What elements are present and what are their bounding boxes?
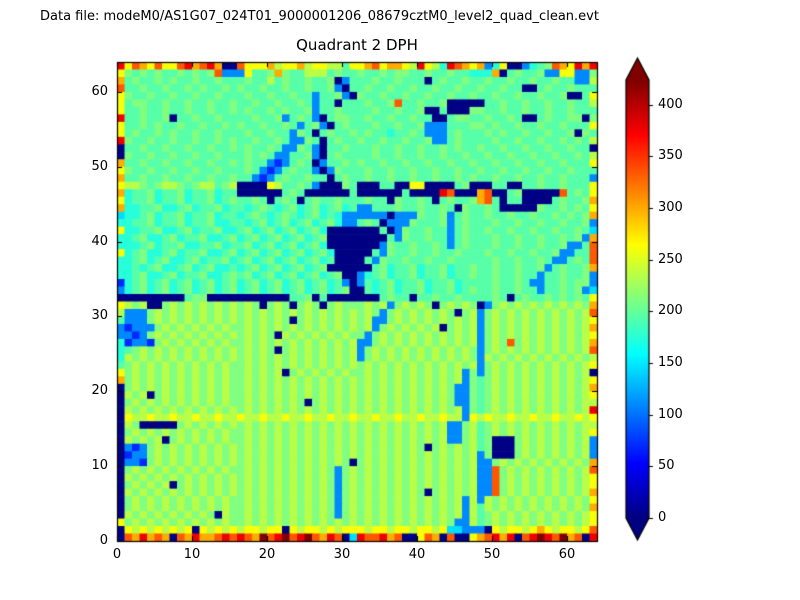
x-tick-label: 60 (558, 547, 576, 562)
colorbar-tick-label: 0 (658, 510, 667, 525)
colorbar-tick-label: 300 (658, 200, 683, 216)
y-tick-label: 50 (91, 158, 108, 174)
y-tick-label: 20 (91, 383, 108, 399)
colorbar-tick-label: 50 (658, 458, 675, 474)
colorbar-tick-label: 200 (658, 303, 683, 319)
y-tick-label: 60 (91, 83, 108, 99)
y-tick-label: 0 (99, 533, 108, 548)
data-file-label: Data file: modeM0/AS1G07_024T01_90000012… (40, 9, 599, 24)
x-tick-label: 30 (333, 547, 351, 562)
y-tick-label: 40 (91, 233, 108, 249)
x-tick-label: 20 (258, 547, 276, 562)
colorbar-tick-label: 100 (658, 406, 683, 422)
y-tick-label: 10 (91, 458, 108, 474)
colorbar-tick-label: 150 (658, 355, 683, 371)
x-tick-label: 40 (408, 547, 426, 562)
colorbar-tick-label: 250 (658, 251, 683, 267)
plot-title: Quadrant 2 DPH (296, 36, 418, 54)
x-tick-label: 0 (112, 547, 122, 562)
colorbar-tick-label: 350 (658, 148, 683, 164)
y-tick-label: 30 (91, 308, 108, 324)
x-tick-label: 50 (483, 547, 501, 562)
colorbar-tick-label: 400 (658, 96, 683, 112)
x-tick-label: 10 (183, 547, 201, 562)
